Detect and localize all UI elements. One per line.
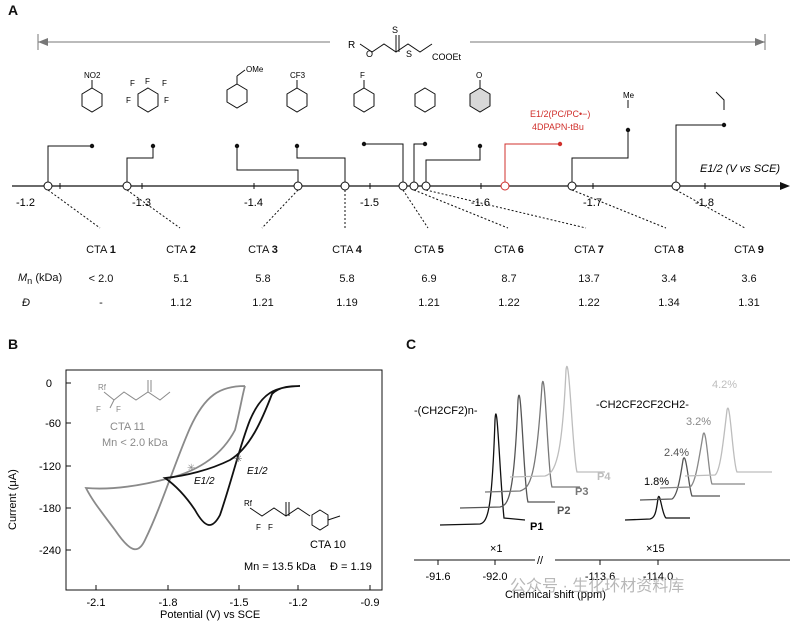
svg-text:P3: P3 (575, 486, 588, 498)
cta11-mn: Mn < 2.0 kDa (102, 437, 169, 449)
panel-a-figure: R O S S COOEt NO2 F F F F F OMe CF3 F O … (12, 25, 790, 229)
svg-text:F: F (145, 77, 150, 86)
e12-marker-gray: E1/2 (194, 476, 215, 487)
substituent-me: Me (623, 91, 635, 100)
svg-text:Rf: Rf (244, 499, 253, 508)
svg-text:3.2%: 3.2% (686, 416, 711, 428)
svg-text:-1.7: -1.7 (583, 197, 602, 209)
scale-right: ×15 (646, 543, 665, 555)
substituent-cf3: CF3 (290, 71, 306, 80)
d-row-label: Đ (22, 297, 30, 309)
right-group-label: -CH2CF2CF2CH2- (596, 399, 689, 411)
svg-text://: // (537, 555, 544, 567)
svg-text:F: F (162, 79, 167, 88)
cta-core-ester: COOEt (432, 52, 462, 62)
svg-text:F: F (164, 96, 169, 105)
substituent-ome: OMe (246, 65, 264, 74)
svg-text:✳: ✳ (187, 463, 195, 474)
panel-b-letter: B (8, 336, 19, 352)
cta10-label: CTA 10 (310, 539, 346, 551)
svg-text:F: F (256, 523, 261, 532)
svg-text:-114.0: -114.0 (643, 571, 673, 583)
r-group-label: R (348, 40, 355, 51)
p1-trace (439, 413, 526, 526)
substituent-f: F (360, 71, 365, 80)
svg-text:-1.4: -1.4 (244, 197, 263, 209)
svg-text:S: S (406, 49, 412, 59)
svg-text:O: O (366, 49, 373, 59)
scale-left: ×1 (490, 543, 503, 555)
svg-text:S: S (392, 25, 398, 35)
substituent-no2: NO2 (84, 71, 101, 80)
svg-text:-1.3: -1.3 (132, 197, 151, 209)
svg-text:0: 0 (46, 378, 52, 390)
svg-text:-1.8: -1.8 (159, 597, 178, 609)
svg-text:F: F (130, 79, 135, 88)
svg-text:-0.9: -0.9 (361, 597, 380, 609)
cta11-cv-trace (84, 385, 246, 551)
p2-trace (459, 394, 555, 509)
cv-plot: 0 -60 -120 -180 -240 -2.1 -1.8 -1.5 -1.2… (7, 369, 383, 621)
svg-text:-240: -240 (39, 545, 61, 557)
svg-text:P4: P4 (597, 471, 611, 483)
svg-text:-180: -180 (39, 503, 61, 515)
cta10-mn: Mn = 13.5 kDa (244, 561, 317, 573)
watermark: 公众号 · 生化环材资料库 (510, 578, 685, 595)
svg-text:-120: -120 (39, 461, 61, 473)
svg-text:-1.8: -1.8 (695, 197, 714, 209)
svg-text:2.4%: 2.4% (664, 447, 689, 459)
nmr-plot: -(CH2CF2)n- P4 P3 P2 P1 ×1 -CH2CF2CF2CH2… (414, 365, 790, 601)
cv-y-axis-title: Current (μA) (7, 469, 19, 530)
svg-text:F: F (268, 523, 273, 532)
svg-text:P1: P1 (530, 521, 543, 533)
mn-row-label: Mn (kDa) (18, 272, 63, 287)
svg-text:F: F (96, 405, 101, 414)
p3-trace (484, 380, 580, 493)
svg-text:Rf: Rf (98, 383, 107, 392)
svg-text:✳: ✳ (234, 454, 242, 465)
svg-text:-60: -60 (45, 418, 61, 430)
svg-text:4.2%: 4.2% (712, 379, 737, 391)
panel-a-letter: A (8, 2, 19, 18)
svg-text:F: F (116, 405, 121, 414)
panel-c-letter: C (406, 336, 417, 352)
cta10-cv-trace (162, 385, 301, 526)
pc-potential-label: E1/2(PC/PC•−) (530, 109, 590, 119)
svg-text:-1.2: -1.2 (16, 197, 35, 209)
cta11-label: CTA 11 (110, 421, 145, 433)
cta-core-structure (359, 35, 433, 53)
svg-text:O: O (476, 71, 482, 80)
svg-text:-1.5: -1.5 (230, 597, 249, 609)
svg-text:-1.5: -1.5 (360, 197, 379, 209)
pc-name-label: 4DPAPN-tBu (532, 122, 584, 132)
svg-text:-91.6: -91.6 (425, 571, 450, 583)
svg-text:-113.6: -113.6 (585, 571, 615, 583)
svg-text:-1.2: -1.2 (289, 597, 308, 609)
p4-trace (509, 365, 605, 478)
svg-text:-2.1: -2.1 (87, 597, 106, 609)
nmr-x-axis-title: Chemical shift (ppm) (505, 589, 606, 601)
left-group-label: -(CH2CF2)n- (414, 405, 478, 417)
cta10-d: Đ = 1.19 (330, 561, 372, 573)
svg-text:F: F (126, 96, 131, 105)
svg-text:1.8%: 1.8% (644, 476, 669, 488)
svg-text:P2: P2 (557, 505, 570, 517)
svg-text:-92.0: -92.0 (482, 571, 507, 583)
e12-marker-black: E1/2 (247, 466, 268, 477)
axis-title-e12: E1/2 (V vs SCE) (700, 163, 780, 175)
cv-x-axis-title: Potential (V) vs SCE (160, 609, 260, 621)
